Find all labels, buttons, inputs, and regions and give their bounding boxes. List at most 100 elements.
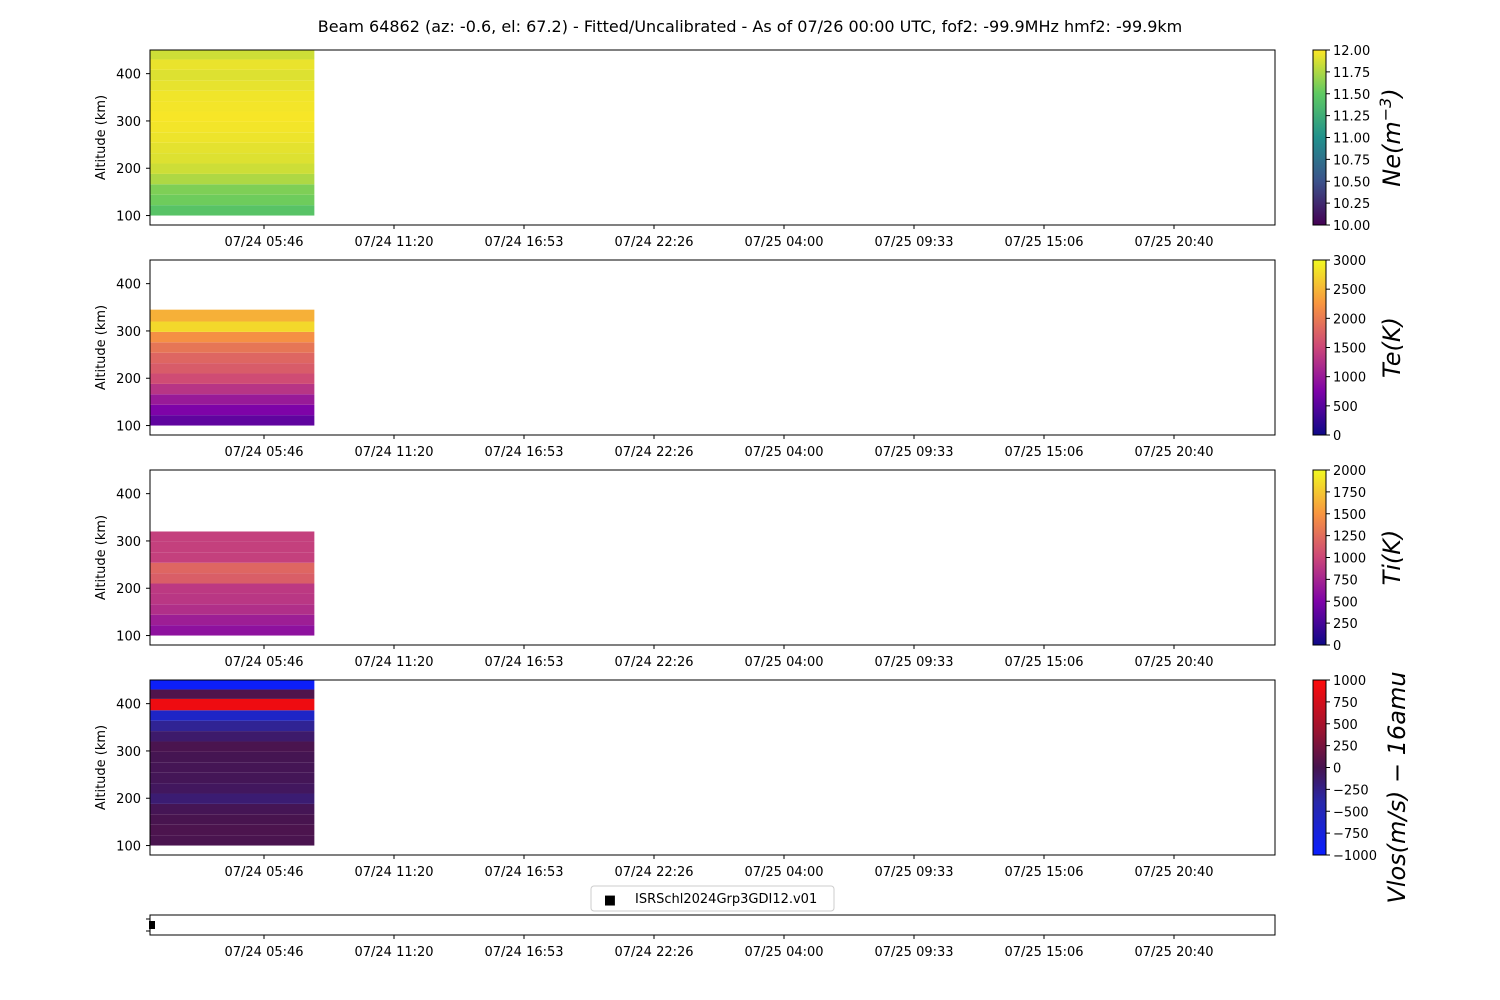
colorbar-tick-label: 1500 xyxy=(1333,342,1366,357)
heatmap-cell xyxy=(150,762,315,773)
y-tick-label: 100 xyxy=(116,210,141,225)
x-tick-label: 07/25 09:33 xyxy=(874,235,953,250)
colorbar-tick-label: 1250 xyxy=(1333,530,1366,545)
heatmap-cell xyxy=(150,814,315,825)
heatmap-cell xyxy=(150,184,315,195)
y-tick-label: 300 xyxy=(116,325,141,340)
heatmap-cell xyxy=(150,50,315,60)
y-tick-label: 200 xyxy=(116,372,141,387)
heatmap-cell xyxy=(150,793,315,804)
heatmap-cell xyxy=(150,710,315,721)
y-tick-label: 200 xyxy=(116,792,141,807)
x-tick-label: 07/24 22:26 xyxy=(614,445,693,460)
heatmap-cell xyxy=(150,111,315,122)
colorbar-tick-label: 500 xyxy=(1333,718,1358,733)
y-tick-label: 100 xyxy=(116,840,141,855)
x-tick-label: 07/24 16:53 xyxy=(484,945,563,960)
colorbar-tick-label: 10.50 xyxy=(1333,175,1370,190)
panel-te: 100 200 300 400 Altitude (km) 0 500 1000 1500 200… xyxy=(94,254,1406,444)
colorbar-tick-label: 500 xyxy=(1333,400,1358,415)
heatmap-cell xyxy=(150,541,315,553)
dataset-strip xyxy=(146,914,1276,936)
x-tick-label: 07/24 22:26 xyxy=(614,865,693,880)
x-tick-label: 07/25 20:40 xyxy=(1134,235,1213,250)
panel-ti: 100 200 300 400 Altitude (km) 0 250 500 750 1000 1… xyxy=(94,464,1406,654)
colorbar-tick-label: 12.00 xyxy=(1333,44,1370,59)
x-tick-label: 07/24 05:46 xyxy=(224,445,303,460)
heatmap-cell xyxy=(150,751,315,763)
x-tick-label: 07/25 15:06 xyxy=(1004,445,1083,460)
x-tick-label: 07/24 16:53 xyxy=(484,865,563,880)
y-tick-label: 400 xyxy=(116,278,141,293)
heatmap-cell xyxy=(150,824,315,836)
heatmap-cell xyxy=(150,772,315,784)
y-tick-label: 300 xyxy=(116,745,141,760)
heatmap-cell xyxy=(150,394,315,405)
y-tick-label: 300 xyxy=(116,115,141,130)
heatmap-cell xyxy=(150,342,315,353)
x-tick-label: 07/25 20:40 xyxy=(1134,445,1213,460)
colorbar-tick-label: 11.25 xyxy=(1333,110,1370,125)
heatmap-cell xyxy=(150,689,315,699)
axes-frame xyxy=(149,914,1276,936)
y-tick-label: 200 xyxy=(116,162,141,177)
colorbar-tick-label: 1750 xyxy=(1333,486,1366,501)
heatmap-cell xyxy=(150,173,315,185)
colorbar-tick-label: 3000 xyxy=(1333,254,1366,269)
colorbar-tick-label: −1000 xyxy=(1333,849,1377,864)
panel-ne: 100 200 300 400 Altitude (km) 10.00 10.25 10.50… xyxy=(94,44,1406,234)
heatmap-cell xyxy=(150,404,315,416)
x-tick-label: 07/24 11:20 xyxy=(354,235,433,250)
y-tick-label: 400 xyxy=(116,698,141,713)
heatmap-cell xyxy=(150,132,315,143)
colorbar-tick-label: 750 xyxy=(1333,573,1358,588)
heatmap-cell xyxy=(150,90,315,102)
colorbar-tick-label: 10.25 xyxy=(1333,197,1370,212)
x-tick-label: 07/25 09:33 xyxy=(874,945,953,960)
colorbar-tick-label: −500 xyxy=(1333,805,1369,820)
colorbar-label: Vlos(m/s) − 16amu xyxy=(1383,671,1411,903)
x-tick-label: 07/25 20:40 xyxy=(1134,865,1213,880)
heatmap-cell xyxy=(150,835,315,846)
heatmap-cell xyxy=(150,803,315,815)
colorbar-tick-label: 250 xyxy=(1333,740,1358,755)
heatmap-cell xyxy=(150,309,315,322)
x-tick-label: 07/25 04:00 xyxy=(744,235,823,250)
heatmap-cell xyxy=(150,720,315,732)
x-tick-label: 07/25 09:33 xyxy=(874,445,953,460)
heatmap-cell xyxy=(150,562,315,574)
y-tick-label: 300 xyxy=(116,535,141,550)
figure-title: Beam 64862 (az: -0.6, el: 67.2) - Fitted… xyxy=(317,17,1183,36)
heatmap-cell xyxy=(150,383,315,395)
heatmap-cell xyxy=(150,698,315,711)
heatmap-cell xyxy=(150,731,315,742)
x-tick-label: 07/25 20:40 xyxy=(1134,655,1213,670)
x-tick-label: 07/24 05:46 xyxy=(224,865,303,880)
heatmap-cell xyxy=(150,531,315,542)
x-tick-label: 07/24 05:46 xyxy=(224,655,303,670)
x-tick-label: 07/25 15:06 xyxy=(1004,865,1083,880)
heatmap-cell xyxy=(150,583,315,594)
x-tick-label: 07/25 04:00 xyxy=(744,865,823,880)
heatmap-cell xyxy=(150,205,315,216)
colorbar-label: Ne(m−3) xyxy=(1376,88,1407,186)
heatmap-cell xyxy=(150,373,315,384)
heatmap-cell xyxy=(150,69,315,81)
legend: ■ ISRSchl2024Grp3GDI12.v01 xyxy=(590,885,835,912)
y-axis-label: Altitude (km) xyxy=(94,515,109,600)
heatmap-cell xyxy=(150,352,315,364)
x-tick-label: 07/24 16:53 xyxy=(484,445,563,460)
colorbar xyxy=(1312,49,1327,226)
colorbar xyxy=(1312,679,1327,856)
x-tick-label: 07/25 09:33 xyxy=(874,865,953,880)
colorbar-tick-label: 0 xyxy=(1333,762,1341,777)
x-tick-label: 07/24 11:20 xyxy=(354,865,433,880)
heatmap-cell xyxy=(150,783,315,794)
colorbar xyxy=(1312,259,1327,436)
heatmap-cell xyxy=(150,331,315,343)
heatmap-cell xyxy=(150,121,315,133)
legend-marker: ■ xyxy=(604,893,616,908)
x-tick-label: 07/25 04:00 xyxy=(744,445,823,460)
y-axis-label: Altitude (km) xyxy=(94,305,109,390)
colorbar-tick-label: 750 xyxy=(1333,696,1358,711)
